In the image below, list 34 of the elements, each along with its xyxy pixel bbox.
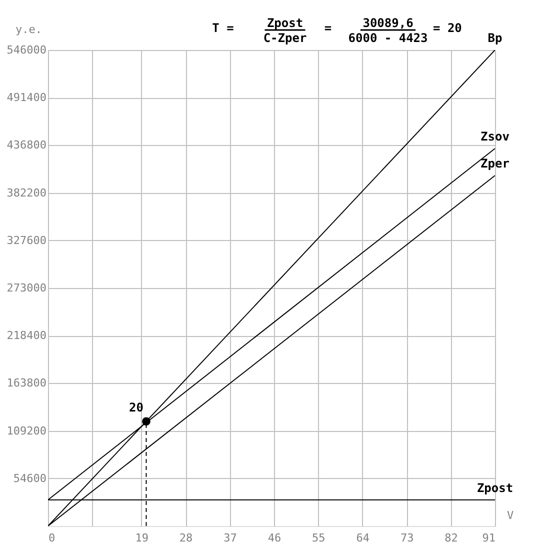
- series-label: Zper: [480, 156, 510, 171]
- series-label: Zsov: [480, 130, 510, 144]
- x-tick-label: 91: [482, 532, 496, 544]
- text: T =: [212, 21, 234, 35]
- x-tick-label: 19: [135, 532, 148, 544]
- y-tick-label: 163800: [6, 376, 46, 390]
- text: 30089,6: [362, 16, 414, 30]
- series-label: Zpost: [476, 480, 514, 495]
- annotation: 20: [129, 400, 144, 414]
- text: = 20: [433, 21, 462, 35]
- x-tick-label: 73: [400, 532, 414, 544]
- y-tick-label: 109200: [6, 424, 46, 438]
- y-tick-label: 436800: [6, 138, 46, 152]
- x-tick-label: 37: [224, 532, 237, 544]
- text: =: [324, 21, 332, 35]
- x-tick-label: 64: [356, 532, 370, 544]
- x-axis-title: V: [507, 509, 514, 522]
- y-tick-label: 491400: [6, 91, 46, 104]
- x-tick-label: 55: [312, 532, 326, 544]
- y-tick-label: 546000: [6, 44, 46, 56]
- x-tick-label: 28: [179, 532, 193, 544]
- series-label: Bp: [488, 31, 502, 45]
- text: C-Zper: [263, 31, 307, 45]
- x-tick-label: 82: [444, 532, 458, 544]
- x-tick-label: 46: [268, 532, 282, 544]
- y-tick-label: 218400: [6, 329, 46, 342]
- x-tick-label: 0: [48, 532, 56, 544]
- y-tick-label: 327600: [6, 234, 46, 247]
- text: 6000 - 4423: [348, 31, 428, 45]
- y-tick-label: 273000: [6, 282, 46, 294]
- text: Zpost: [266, 16, 304, 30]
- y-tick-label: 382200: [6, 186, 46, 200]
- y-axis-title: у.е.: [16, 23, 42, 36]
- y-tick-label: 54600: [13, 472, 46, 485]
